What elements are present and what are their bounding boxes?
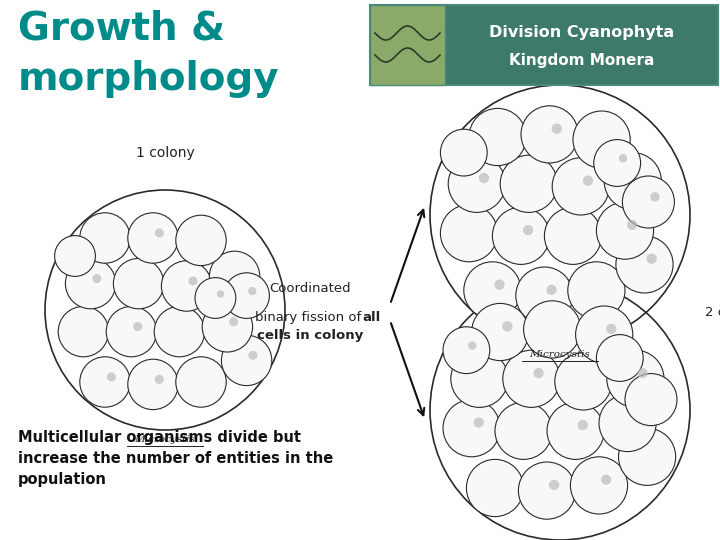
Circle shape xyxy=(604,153,662,210)
Circle shape xyxy=(128,213,179,263)
Text: cells in colony: cells in colony xyxy=(257,329,363,342)
Circle shape xyxy=(154,306,204,357)
Circle shape xyxy=(547,402,604,460)
Text: 1 colony: 1 colony xyxy=(135,146,194,160)
Circle shape xyxy=(248,287,256,295)
Circle shape xyxy=(622,176,675,228)
Circle shape xyxy=(217,290,224,298)
Circle shape xyxy=(552,158,609,215)
Circle shape xyxy=(544,207,602,265)
Circle shape xyxy=(492,207,549,265)
Circle shape xyxy=(618,154,627,163)
Circle shape xyxy=(155,228,164,238)
Circle shape xyxy=(568,262,625,319)
Text: binary fission of: binary fission of xyxy=(255,311,365,324)
Circle shape xyxy=(596,335,643,381)
Circle shape xyxy=(195,278,236,319)
Circle shape xyxy=(248,351,258,360)
Circle shape xyxy=(107,306,157,357)
Circle shape xyxy=(443,327,490,374)
Circle shape xyxy=(441,129,487,176)
Circle shape xyxy=(577,420,588,430)
Circle shape xyxy=(625,374,677,426)
Circle shape xyxy=(451,350,508,407)
Text: Microcystis: Microcystis xyxy=(530,350,590,359)
Circle shape xyxy=(582,176,593,186)
Circle shape xyxy=(503,350,560,407)
Circle shape xyxy=(92,274,102,283)
Circle shape xyxy=(107,373,116,381)
Circle shape xyxy=(596,202,654,259)
Circle shape xyxy=(468,341,477,350)
Circle shape xyxy=(66,259,116,309)
Circle shape xyxy=(647,254,657,264)
Text: all: all xyxy=(362,311,380,324)
Circle shape xyxy=(516,267,573,324)
Circle shape xyxy=(229,317,238,326)
Circle shape xyxy=(549,480,559,490)
Circle shape xyxy=(523,225,534,235)
Circle shape xyxy=(155,375,164,384)
Bar xyxy=(370,5,445,85)
Circle shape xyxy=(607,350,664,407)
Text: Division Cyanophyta: Division Cyanophyta xyxy=(489,25,674,40)
Circle shape xyxy=(618,428,675,485)
Circle shape xyxy=(464,262,521,319)
Circle shape xyxy=(521,106,578,163)
Circle shape xyxy=(210,251,260,302)
Circle shape xyxy=(601,475,611,485)
Circle shape xyxy=(224,273,269,319)
Circle shape xyxy=(495,280,505,290)
Text: Multicellular organisms divide but
increase the number of entities in the
popula: Multicellular organisms divide but incre… xyxy=(18,430,333,487)
Circle shape xyxy=(176,215,226,266)
Circle shape xyxy=(599,394,656,451)
Circle shape xyxy=(575,306,633,363)
Circle shape xyxy=(650,192,660,201)
Circle shape xyxy=(474,417,484,428)
Circle shape xyxy=(469,109,526,166)
Circle shape xyxy=(495,402,552,460)
Circle shape xyxy=(594,140,641,186)
Circle shape xyxy=(546,285,557,295)
Circle shape xyxy=(161,261,212,311)
Circle shape xyxy=(202,302,253,352)
Circle shape xyxy=(80,357,130,407)
Circle shape xyxy=(467,460,523,517)
Text: 2 colonies: 2 colonies xyxy=(705,306,720,319)
Circle shape xyxy=(570,457,628,514)
Circle shape xyxy=(523,301,581,358)
Text: Microcystis: Microcystis xyxy=(135,435,195,444)
Text: Coordinated: Coordinated xyxy=(269,282,351,295)
Circle shape xyxy=(573,111,630,168)
Circle shape xyxy=(606,324,616,334)
Circle shape xyxy=(555,353,612,410)
Bar xyxy=(370,5,718,85)
Circle shape xyxy=(114,259,163,309)
Circle shape xyxy=(503,321,513,332)
Circle shape xyxy=(133,322,143,331)
Circle shape xyxy=(637,368,648,378)
Circle shape xyxy=(189,276,197,286)
Circle shape xyxy=(627,220,637,230)
Circle shape xyxy=(518,462,575,519)
Circle shape xyxy=(55,235,95,276)
Text: Growth &: Growth & xyxy=(18,10,225,48)
Circle shape xyxy=(222,335,272,386)
Circle shape xyxy=(58,306,109,357)
Circle shape xyxy=(479,173,489,183)
Circle shape xyxy=(443,400,500,457)
Circle shape xyxy=(552,124,562,134)
Circle shape xyxy=(441,205,498,262)
Circle shape xyxy=(500,155,557,212)
Circle shape xyxy=(128,359,179,410)
Text: morphology: morphology xyxy=(18,60,279,98)
Text: Kingdom Monera: Kingdom Monera xyxy=(509,53,654,69)
Circle shape xyxy=(176,357,226,407)
Circle shape xyxy=(472,303,528,361)
Circle shape xyxy=(448,155,505,212)
Circle shape xyxy=(534,368,544,378)
Circle shape xyxy=(80,213,130,263)
Circle shape xyxy=(616,236,673,293)
